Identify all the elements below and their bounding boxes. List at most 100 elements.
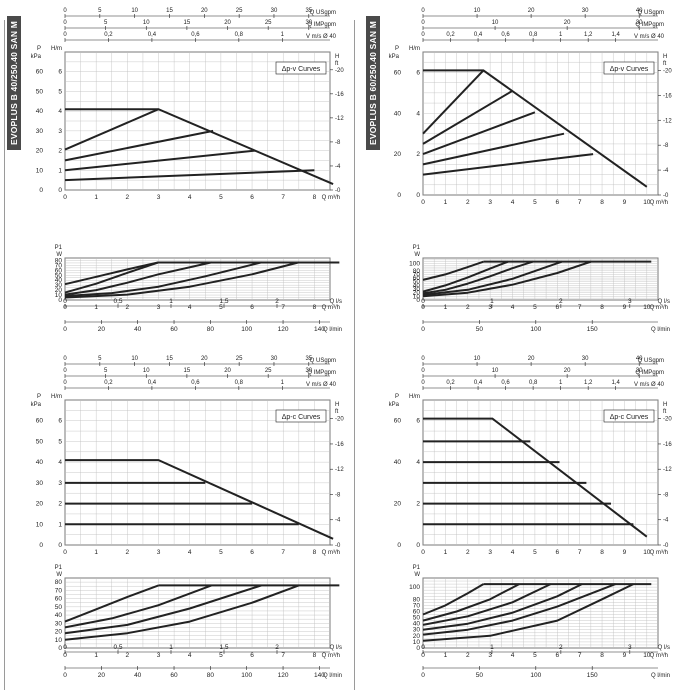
head-m-tick-label: 6 xyxy=(58,69,62,76)
power-x-tick-label: 10 xyxy=(643,652,651,659)
head-curve-line xyxy=(65,108,334,186)
head-x-tick-label: 9 xyxy=(623,549,627,556)
top-axis-tick-label: 25 xyxy=(236,356,243,362)
top-axis-tick-label: 10 xyxy=(131,8,138,14)
head-m-tick-label: 2 xyxy=(58,148,62,155)
bottom-axis-unit: Q l/s xyxy=(658,645,670,651)
head-x-tick-label: 7 xyxy=(578,549,582,556)
head-curve-line xyxy=(422,89,514,145)
head-ft-axis-unit: ft xyxy=(335,409,339,415)
bottom-axis-tick-label: 50 xyxy=(476,326,484,333)
head-m-tick-label: 4 xyxy=(416,110,420,117)
top-axis-tick-label: 20 xyxy=(528,356,535,362)
power-y-tick-label: 60 xyxy=(413,275,421,282)
power-x-tick-label: 9 xyxy=(623,652,627,659)
top-axis-unit: V m/s Ø 40 xyxy=(634,34,665,40)
power-y-tick-label: 20 xyxy=(55,287,63,294)
head-ft-tick-label: -4 xyxy=(663,518,669,524)
power-x-tick-label: 10 xyxy=(643,304,651,311)
top-axis-tick-label: 20 xyxy=(201,8,208,14)
head-ft-tick-label: -16 xyxy=(663,93,672,99)
head-x-tick-label: 8 xyxy=(313,549,317,556)
bottom-axis-tick-label: 100 xyxy=(530,326,541,333)
head-m-tick-label: 1 xyxy=(58,521,62,528)
head-ft-tick-label: -8 xyxy=(663,492,669,498)
head-m-tick-label: 2 xyxy=(58,501,62,508)
power-y-tick-label: 0 xyxy=(58,645,62,652)
head-ft-tick-label: -16 xyxy=(663,442,672,448)
top-axis-tick-label: 0 xyxy=(63,356,67,362)
head-curve-line xyxy=(422,69,485,135)
head-kpa-tick-label: 20 xyxy=(36,148,44,155)
bottom-axis-tick-label: 1,5 xyxy=(219,298,228,305)
power-x-tick-label: 0 xyxy=(421,652,425,659)
top-axis-tick-label: 15 xyxy=(184,20,191,26)
power-x-tick-label: 4 xyxy=(188,304,192,311)
power-x-tick-label: 7 xyxy=(578,304,582,311)
head-curve-line xyxy=(423,417,648,538)
top-axis-tick-label: 15 xyxy=(166,8,173,14)
power-y-axis-unit: W xyxy=(414,572,420,578)
power-x-axis-label: Q m³/h xyxy=(322,305,340,311)
power-y-tick-label: 40 xyxy=(413,282,421,289)
power-y-tick-label: 40 xyxy=(55,277,63,284)
top-axis-unit: Q IMPgpm xyxy=(307,22,336,28)
curve-type-label-box xyxy=(603,61,655,75)
bottom-axis-tick-label: 2 xyxy=(275,298,279,305)
head-ft-tick-label: -0 xyxy=(335,543,341,549)
power-y-tick-label: 50 xyxy=(413,615,421,622)
top-axis-tick-label: 30 xyxy=(305,20,312,26)
power-x-tick-label: 6 xyxy=(250,304,254,311)
head-curve-line xyxy=(64,169,315,182)
power-y-tick-label: 40 xyxy=(413,621,421,628)
top-axis-tick-label: 0 xyxy=(63,8,67,14)
head-x-tick-label: 1 xyxy=(444,549,448,556)
head-kpa-tick-label: 0 xyxy=(39,187,43,194)
power-y-axis-label: P1 xyxy=(413,245,421,251)
bottom-axis-tick-label: 20 xyxy=(98,326,106,333)
head-m-tick-label: 0 xyxy=(58,187,62,194)
head-kpa-tick-label: 50 xyxy=(36,88,44,95)
power-x-tick-label: 5 xyxy=(219,304,223,311)
top-axis-tick-label: 1,2 xyxy=(584,32,593,38)
head-kpa-tick-label: 0 xyxy=(397,192,401,199)
power-y-tick-label: 30 xyxy=(55,620,63,627)
power-y-tick-label: 50 xyxy=(413,279,421,286)
head-x-tick-label: 2 xyxy=(126,194,130,201)
power-x-tick-label: 1 xyxy=(94,304,98,311)
top-axis-tick-label: 0,4 xyxy=(148,32,157,38)
top-axis-tick-label: 10 xyxy=(143,20,150,26)
power-y-tick-label: 30 xyxy=(413,627,421,634)
power-x-tick-label: 8 xyxy=(600,652,604,659)
top-axis-tick-label: 5 xyxy=(98,356,102,362)
power-x-tick-label: 5 xyxy=(219,652,223,659)
power-x-tick-label: 3 xyxy=(488,652,492,659)
power-y-axis-unit: W xyxy=(414,252,420,258)
power-curve-line xyxy=(422,583,520,622)
curve-type-label-box xyxy=(275,61,327,75)
head-curve-line xyxy=(64,108,159,151)
bottom-axis-tick-label: 100 xyxy=(530,672,541,679)
power-curve-line xyxy=(422,583,484,616)
head-x-tick-label: 8 xyxy=(313,194,317,201)
power-y-tick-label: 100 xyxy=(409,260,420,267)
top-axis-tick-label: 30 xyxy=(636,20,643,26)
head-x-tick-label: 6 xyxy=(555,199,559,206)
bottom-axis-tick-label: 0,5 xyxy=(113,298,122,305)
power-x-tick-label: 9 xyxy=(623,304,627,311)
power-y-tick-label: 70 xyxy=(55,262,63,269)
head-m-tick-label: 4 xyxy=(58,459,62,466)
power-x-tick-label: 8 xyxy=(313,304,317,311)
head-m-tick-label: 6 xyxy=(416,69,420,76)
head-ft-tick-label: -12 xyxy=(663,118,672,124)
top-axis-tick-label: 5 xyxy=(104,368,108,374)
head-x-axis-label: Q m³/h xyxy=(650,550,668,556)
power-y-tick-label: 60 xyxy=(413,608,421,615)
top-axis-unit: Q USgpm xyxy=(638,10,664,16)
head-x-tick-label: 9 xyxy=(623,199,627,206)
head-kpa-tick-label: 0 xyxy=(397,542,401,549)
head-m-tick-label: 3 xyxy=(58,480,62,487)
top-axis-tick-label: 25 xyxy=(265,20,272,26)
